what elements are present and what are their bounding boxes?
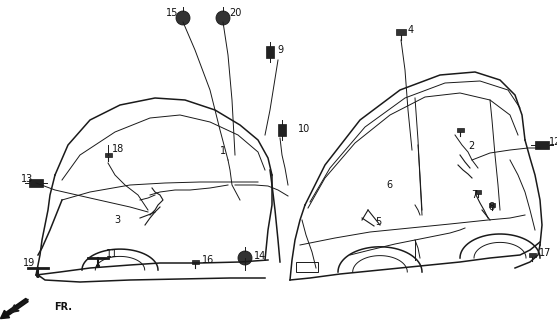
Text: 13: 13 xyxy=(21,174,33,184)
Text: 9: 9 xyxy=(277,45,283,55)
Bar xyxy=(529,253,535,257)
Bar xyxy=(192,260,198,264)
Text: 15: 15 xyxy=(165,8,178,18)
FancyArrow shape xyxy=(1,298,28,319)
Bar xyxy=(489,204,495,207)
Bar xyxy=(29,179,43,187)
Bar xyxy=(396,29,406,35)
Circle shape xyxy=(96,264,100,268)
Circle shape xyxy=(36,274,40,278)
Bar xyxy=(475,190,481,194)
Text: 19: 19 xyxy=(23,258,35,268)
Text: 16: 16 xyxy=(202,255,214,265)
Text: 3: 3 xyxy=(114,215,120,225)
Text: 4: 4 xyxy=(408,25,414,35)
Text: 12: 12 xyxy=(549,137,557,147)
Circle shape xyxy=(176,11,190,25)
Text: 7: 7 xyxy=(471,190,477,200)
Text: 5: 5 xyxy=(375,217,381,227)
Bar xyxy=(266,46,274,58)
Text: 17: 17 xyxy=(539,248,551,258)
Text: 2: 2 xyxy=(468,141,474,151)
Text: 11: 11 xyxy=(106,249,118,259)
Text: FR.: FR. xyxy=(54,302,72,312)
Text: 6: 6 xyxy=(386,180,392,190)
Bar xyxy=(105,153,111,157)
Text: 14: 14 xyxy=(254,251,266,261)
Circle shape xyxy=(216,11,230,25)
Circle shape xyxy=(238,251,252,265)
Bar xyxy=(278,124,286,136)
Bar xyxy=(535,141,549,149)
Text: 18: 18 xyxy=(112,144,124,154)
Bar xyxy=(457,128,463,132)
Text: 8: 8 xyxy=(488,202,494,212)
Text: 20: 20 xyxy=(229,8,241,18)
Text: 10: 10 xyxy=(298,124,310,134)
Bar xyxy=(296,262,318,272)
Text: 1: 1 xyxy=(220,146,226,156)
